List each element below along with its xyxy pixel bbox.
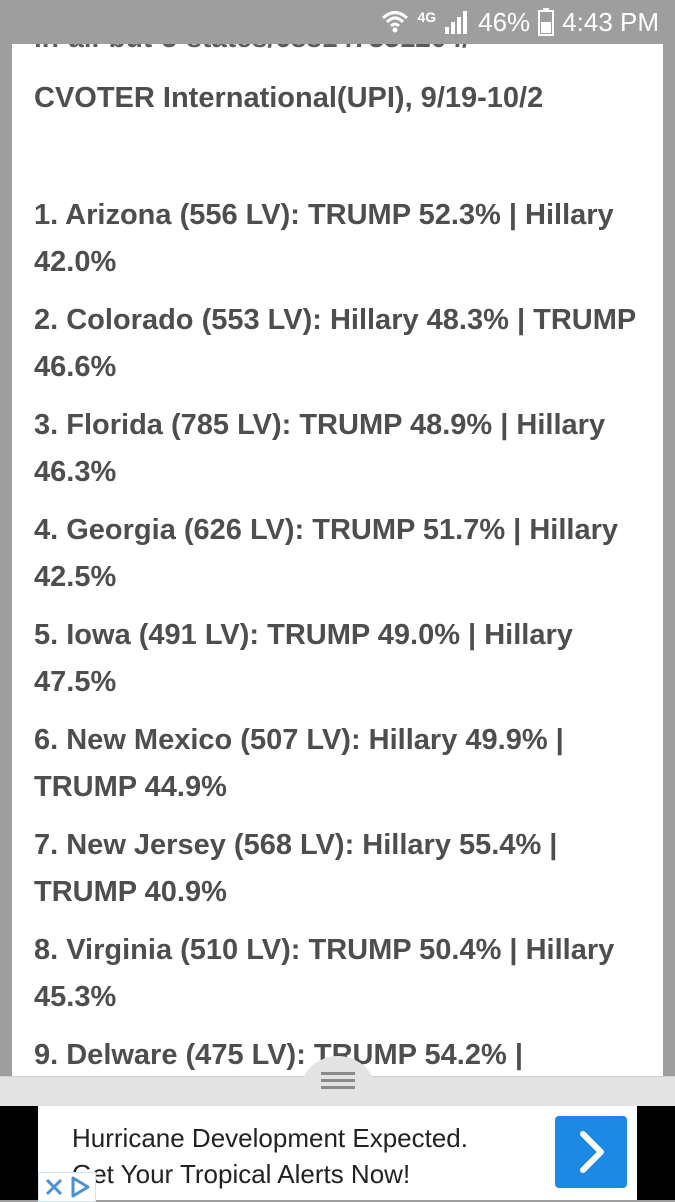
poll-item-arizona: 1. Arizona (556 LV): TRUMP 52.3% | Hilla…: [34, 199, 614, 278]
network-type: 4G: [417, 9, 437, 25]
clock: 4:43 PM: [562, 7, 659, 37]
poll-item-iowa: 5. Iowa (491 LV): TRUMP 49.0% | Hillary …: [34, 619, 573, 698]
poll-item-georgia: 4. Georgia (626 LV): TRUMP 51.7% | Hilla…: [34, 514, 619, 593]
signal-icon: [445, 11, 468, 34]
adchoices-badge[interactable]: [38, 1172, 96, 1202]
ad-open-button[interactable]: [555, 1116, 627, 1188]
status-icons: 4G 46% 4:43 PM: [381, 0, 659, 44]
ad-line-1: Hurricane Development Expected.: [72, 1123, 468, 1153]
ad-content[interactable]: Hurricane Development Expected. Get Your…: [38, 1106, 637, 1200]
battery-icon: [538, 8, 555, 36]
poll-item-new-mexico: 6. New Mexico (507 LV): Hillary 49.9% | …: [34, 724, 564, 803]
poll-list: 1. Arizona (556 LV): TRUMP 52.3% | Hilla…: [34, 192, 644, 1090]
wifi-calling-icon: [382, 11, 409, 33]
poll-item-florida: 3. Florida (785 LV): TRUMP 48.9% | Hilla…: [34, 409, 606, 488]
poll-item-new-jersey: 7. New Jersey (568 LV): Hillary 55.4% | …: [34, 829, 558, 908]
adchoices-icon: [71, 1176, 90, 1198]
article-content: in-all-but-3-states/688147331204/ CVOTER…: [12, 44, 663, 1106]
chevron-right-icon: [580, 1131, 604, 1173]
menu-handle-icon: [321, 1072, 355, 1092]
poll-source-line: CVOTER International(UPI), 9/19-10/2: [34, 82, 544, 114]
poll-item-virginia: 8. Virginia (510 LV): TRUMP 50.4% | Hill…: [34, 934, 615, 1013]
poll-item-colorado: 2. Colorado (553 LV): Hillary 48.3% | TR…: [34, 304, 636, 383]
close-icon: [45, 1178, 63, 1196]
url-fragment[interactable]: in-all-but-3-states/688147331204/: [34, 44, 470, 54]
poll-item-delaware: 9. Delware (475 LV): TRUMP 54.2% |: [34, 1039, 523, 1071]
ad-line-2: Get Your Tropical Alerts Now!: [72, 1159, 411, 1189]
battery-percent: 46%: [478, 7, 531, 37]
status-bar: 4G 46% 4:43 PM: [0, 0, 675, 44]
ad-text[interactable]: Hurricane Development Expected. Get Your…: [72, 1120, 542, 1192]
